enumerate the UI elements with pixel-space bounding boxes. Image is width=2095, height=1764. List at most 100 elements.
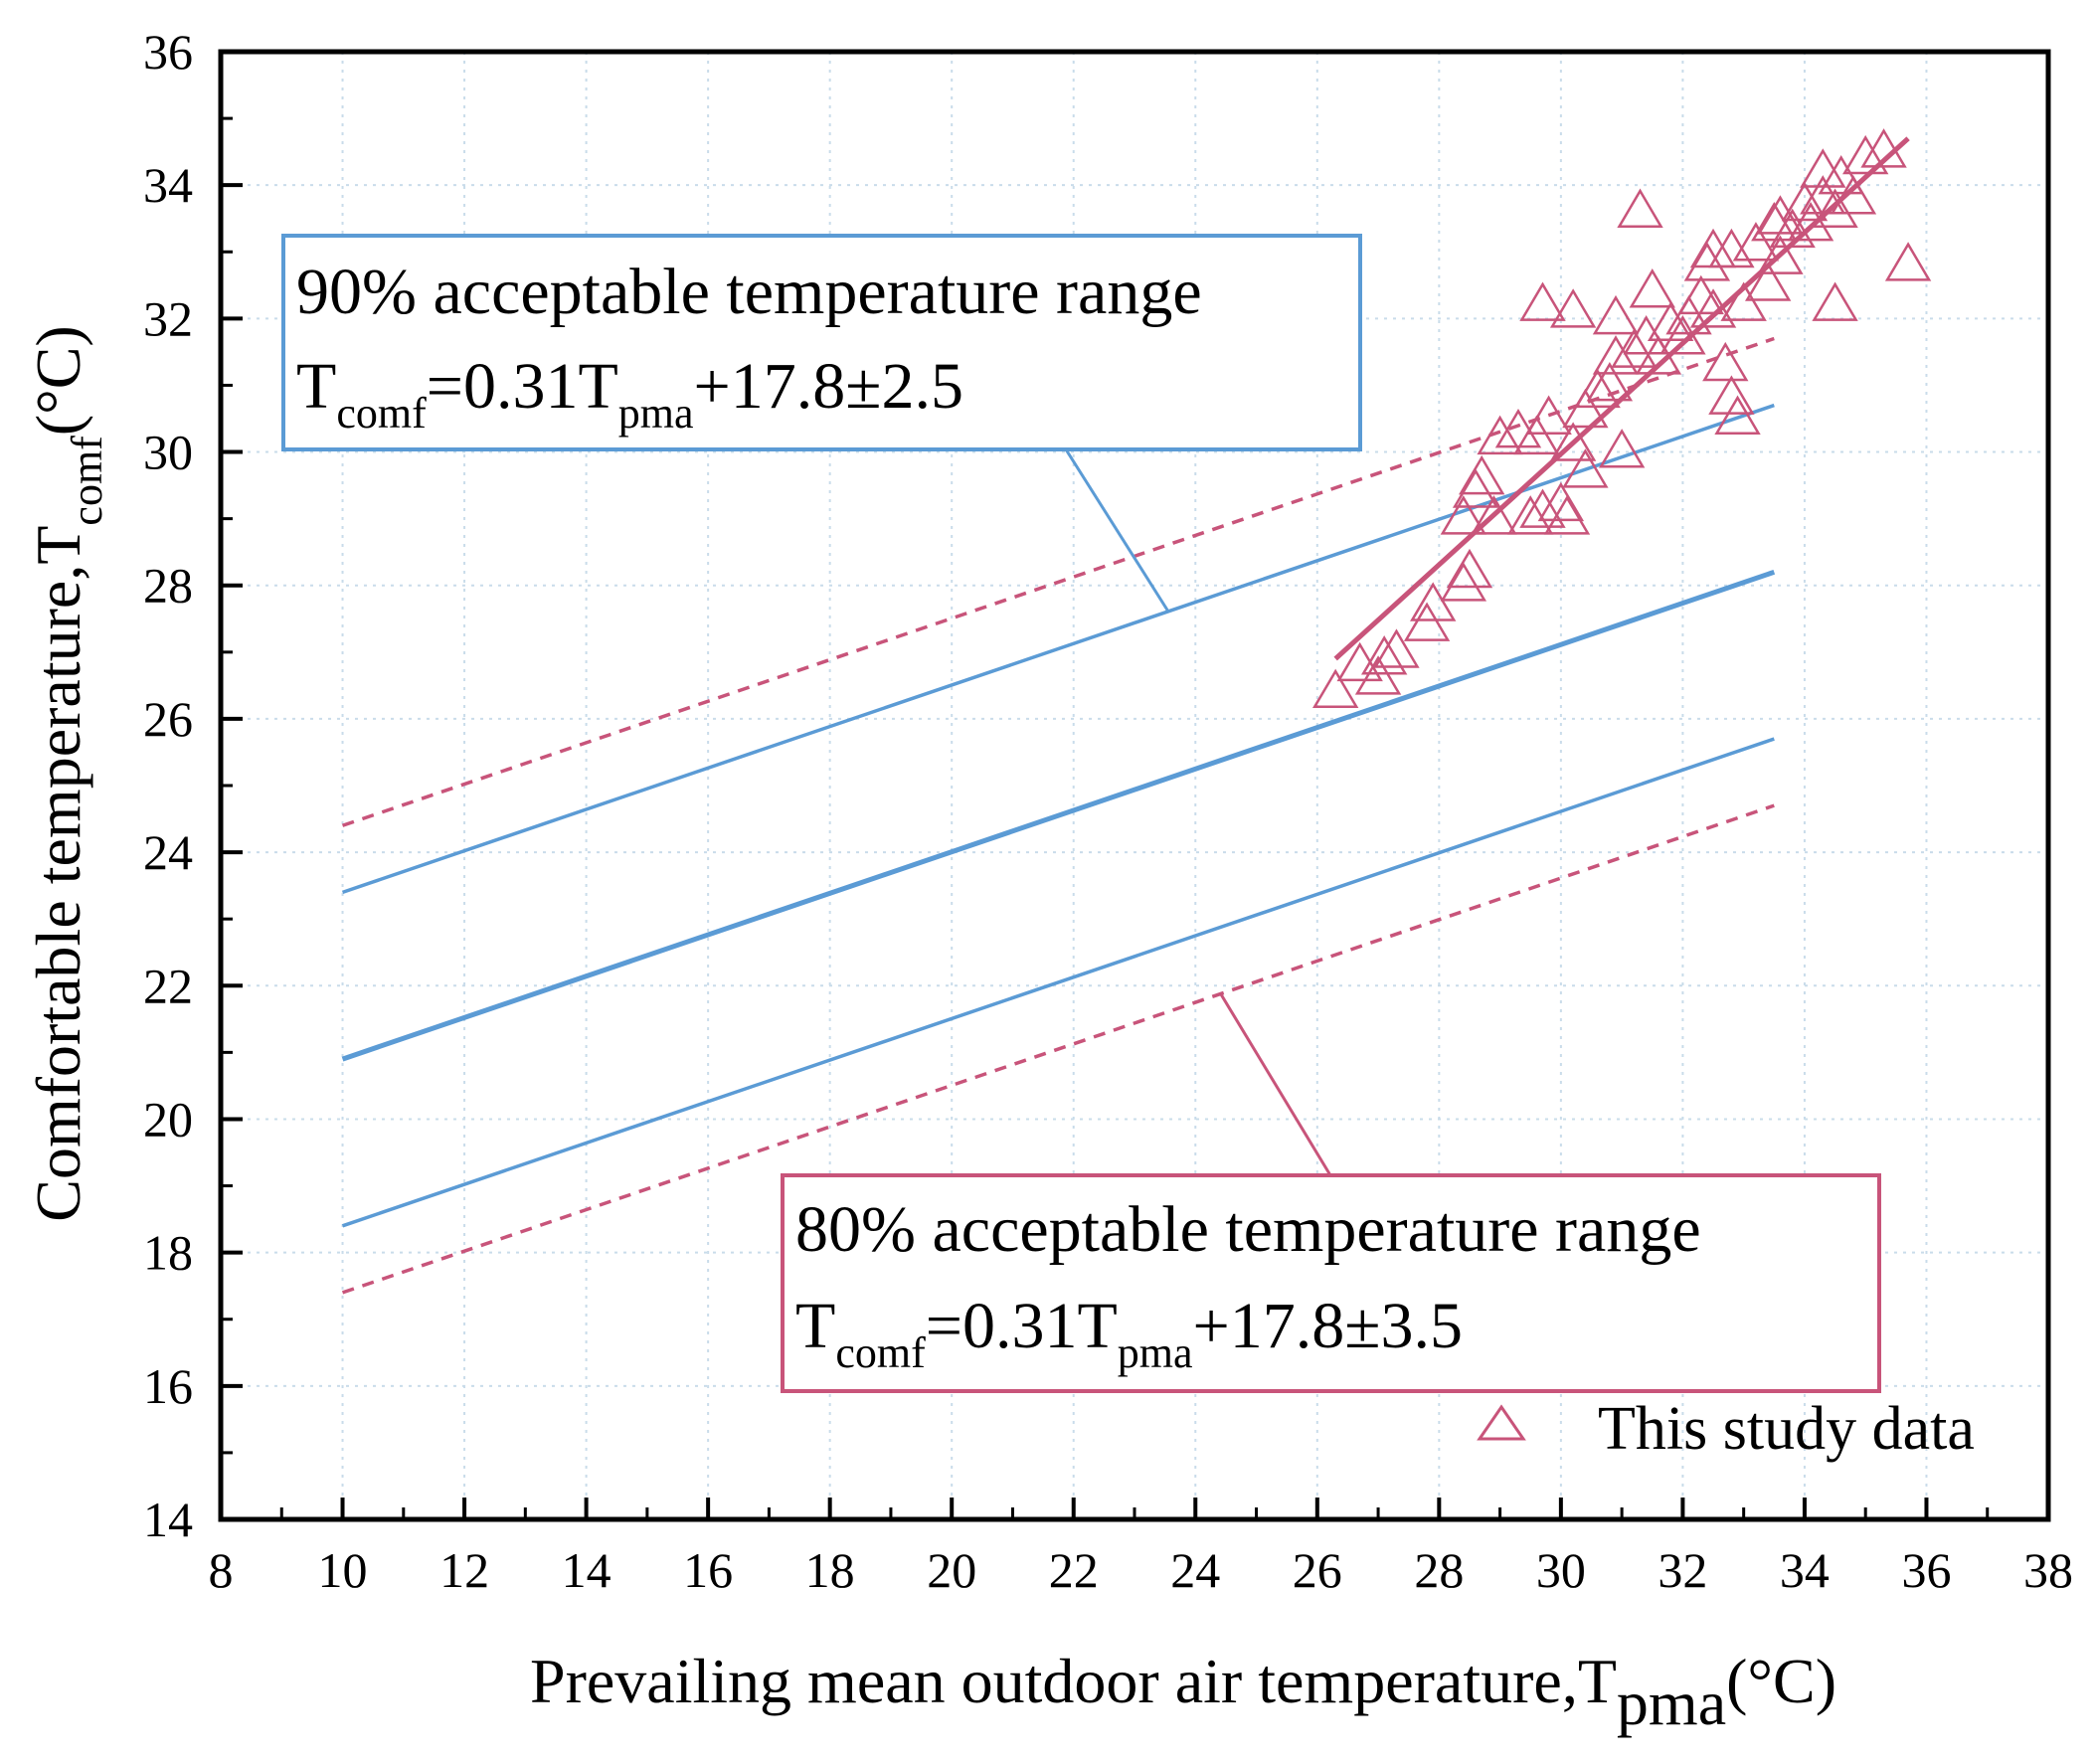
scatter-point	[1732, 222, 1780, 262]
scatter-point	[1884, 242, 1932, 281]
annotation-90-box	[281, 234, 1362, 451]
scatter-point	[1800, 148, 1846, 188]
y-axis-title-main: Comfortable temperature,T	[23, 526, 93, 1222]
scatter-point	[1562, 448, 1609, 488]
scatter-point	[1549, 288, 1597, 328]
scatter-point	[1598, 429, 1646, 468]
scatter-point	[1562, 388, 1609, 429]
x-axis-title-sub: pma	[1617, 1668, 1726, 1738]
annotation-90-formula: Tcomf=0.31Tpma+17.8±2.5	[296, 350, 963, 438]
scatter-point	[1659, 315, 1706, 355]
scatter-point	[1525, 395, 1572, 435]
x-tick-label: 30	[1536, 1542, 1586, 1598]
line-fit	[1333, 136, 1910, 661]
scatter-point	[1403, 602, 1451, 641]
annotation-80-formula-t1: T	[795, 1290, 835, 1362]
scatter-point	[1361, 635, 1408, 675]
x-tick-label: 14	[562, 1542, 611, 1598]
annotation-90-formula-t2: =0.31T	[427, 350, 618, 423]
x-tick-label: 18	[805, 1542, 855, 1598]
scatter-point	[1635, 335, 1682, 375]
x-tick-label: 26	[1293, 1542, 1342, 1598]
scatter-point	[1689, 288, 1737, 328]
annotation-80-leader	[1219, 993, 1332, 1176]
scatter-point	[1494, 408, 1542, 448]
scatter-points	[1311, 128, 1932, 709]
scatter-point	[1477, 415, 1523, 455]
ticks	[219, 50, 2050, 1521]
annotation-90-range: 90% acceptable temperature range Tcomf=0…	[281, 234, 1362, 613]
scatter-point	[1812, 188, 1858, 228]
x-tick-label: 16	[683, 1542, 733, 1598]
annotation-80-formula-s2: pma	[1118, 1328, 1193, 1377]
line-80-lower	[341, 803, 1775, 1295]
scatter-point	[1683, 242, 1731, 281]
scatter-point	[1507, 495, 1554, 535]
x-axis-title: Prevailing mean outdoor air temperature,…	[530, 1646, 1836, 1738]
y-tick-label: 18	[143, 1225, 193, 1281]
scatter-point	[1757, 195, 1804, 235]
scatter-point	[1354, 655, 1402, 695]
x-tick-label: 32	[1658, 1542, 1707, 1598]
scatter-point	[1440, 562, 1487, 602]
x-tick-label: 20	[927, 1542, 976, 1598]
y-tick-label: 20	[143, 1091, 193, 1147]
scatter-point	[1689, 228, 1737, 268]
scatter-point	[1446, 548, 1493, 589]
scatter-point	[1787, 201, 1834, 242]
annotation-90-line1: 90% acceptable temperature range	[296, 256, 1202, 328]
y-axis-title: Comfortable temperature,Tcomf(°C)	[23, 325, 111, 1221]
scatter-point	[1720, 281, 1767, 321]
y-tick-label: 26	[143, 691, 193, 747]
scatter-point	[1519, 281, 1566, 321]
line-neutral	[341, 569, 1776, 1062]
scatter-point	[1574, 368, 1621, 409]
y-tick-label: 24	[143, 824, 193, 880]
y-tick-label: 34	[143, 157, 193, 213]
annotation-80-formula-t2: =0.31T	[926, 1290, 1118, 1362]
scatter-point	[1586, 361, 1634, 402]
annotation-90-formula-s2: pma	[618, 389, 694, 438]
scatter-point	[1513, 415, 1560, 455]
y-tick-label: 28	[143, 558, 193, 614]
scatter-point	[1311, 668, 1359, 709]
x-tick-label: 34	[1780, 1542, 1830, 1598]
scatter-point	[1440, 495, 1487, 535]
scatter-point	[1860, 128, 1907, 168]
legend-marker-triangle-icon	[1477, 1404, 1526, 1441]
annotation-80-formula: Tcomf=0.31Tpma+17.8±3.5	[795, 1290, 1463, 1377]
scatter-point	[1611, 328, 1658, 368]
y-tick-label: 36	[143, 24, 193, 80]
y-axis-title-sub: comf	[63, 436, 111, 526]
scatter-point	[1617, 188, 1663, 228]
x-tick-label: 36	[1901, 1542, 1951, 1598]
legend: This study data	[1477, 1395, 1975, 1463]
scatter-point	[1543, 495, 1591, 535]
y-tick-label: 14	[143, 1492, 193, 1547]
annotation-80-line1: 80% acceptable temperature range	[795, 1193, 1701, 1266]
scatter-point	[1769, 208, 1816, 249]
scatter-point	[1537, 481, 1585, 522]
scatter-point	[1459, 454, 1505, 495]
scatter-point	[1592, 294, 1640, 335]
annotation-90-formula-t3: +17.8±2.5	[694, 350, 963, 423]
annotation-80-formula-t3: +17.8±3.5	[1193, 1290, 1463, 1362]
scatter-point	[1702, 341, 1749, 382]
scatter-point	[1519, 488, 1566, 528]
scatter-point	[1623, 315, 1669, 355]
annotation-90-formula-t1: T	[296, 350, 336, 423]
scatter-point	[1471, 495, 1517, 535]
annotation-80-range: 80% acceptable temperature range Tcomf=0…	[781, 993, 1881, 1393]
x-tick-label: 22	[1049, 1542, 1099, 1598]
y-axis-title-unit: (°C)	[23, 325, 93, 436]
scatter-point	[1452, 468, 1499, 508]
x-tick-label: 10	[318, 1542, 368, 1598]
legend-label: This study data	[1598, 1395, 1975, 1463]
scatter-point	[1708, 375, 1755, 415]
scatter-point	[1373, 628, 1420, 668]
x-tick-label: 12	[439, 1542, 489, 1598]
scatter-point	[1592, 335, 1640, 375]
x-tick-label: 28	[1414, 1542, 1464, 1598]
y-tick-label: 16	[143, 1358, 193, 1414]
